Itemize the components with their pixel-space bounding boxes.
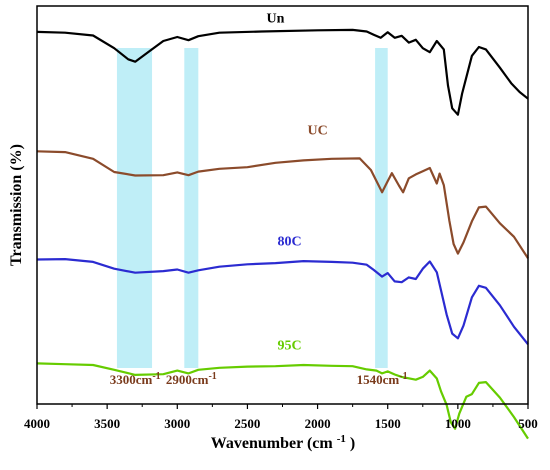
series-line-uc xyxy=(36,150,529,259)
series-labels: Un UC 80C 95C xyxy=(267,12,328,354)
x-axis-ticks: 4000 3500 3000 2500 2000 1500 1000 500 xyxy=(24,404,538,431)
y-axis-title-text: Transmission (%) xyxy=(8,144,25,266)
band-label-2: 1540cm-1 xyxy=(357,371,408,387)
x-tick-label-3000: 3000 xyxy=(164,416,190,431)
x-axis-title: Wavenumber (cm -1 ) xyxy=(211,429,355,452)
x-tick-label-1000: 1000 xyxy=(445,416,471,431)
x-axis-title-sup: -1 xyxy=(337,433,346,445)
series-label-95c: 95C xyxy=(277,338,301,353)
spectra-lines xyxy=(36,28,529,440)
band-1 xyxy=(184,48,199,368)
x-tick-label-2500: 2500 xyxy=(234,416,260,431)
x-axis-title-end: ) xyxy=(350,435,355,452)
y-axis-title: Transmission (%) xyxy=(8,144,25,266)
series-line-80c xyxy=(36,258,529,345)
series-line-un xyxy=(36,28,529,116)
band-label-0: 3300cm-1 xyxy=(110,371,161,387)
band-0 xyxy=(116,48,153,368)
band-label-1: 2900cm-1 xyxy=(166,371,217,387)
series-label-80c: 80C xyxy=(277,235,301,250)
band-labels: 3300cm-1 2900cm-1 1540cm-1 xyxy=(110,371,408,387)
x-tick-label-4000: 4000 xyxy=(24,416,50,431)
series-line-95c xyxy=(36,362,529,440)
x-tick-label-2000: 2000 xyxy=(305,416,331,431)
x-axis-title-text: Wavenumber (cm xyxy=(211,435,334,452)
highlight-bands xyxy=(116,48,388,368)
band-2 xyxy=(375,48,388,368)
series-label-uc: UC xyxy=(307,124,327,139)
x-tick-label-500: 500 xyxy=(518,416,538,431)
series-label-un: Un xyxy=(267,12,285,27)
x-tick-label-1500: 1500 xyxy=(375,416,401,431)
x-tick-label-3500: 3500 xyxy=(94,416,120,431)
